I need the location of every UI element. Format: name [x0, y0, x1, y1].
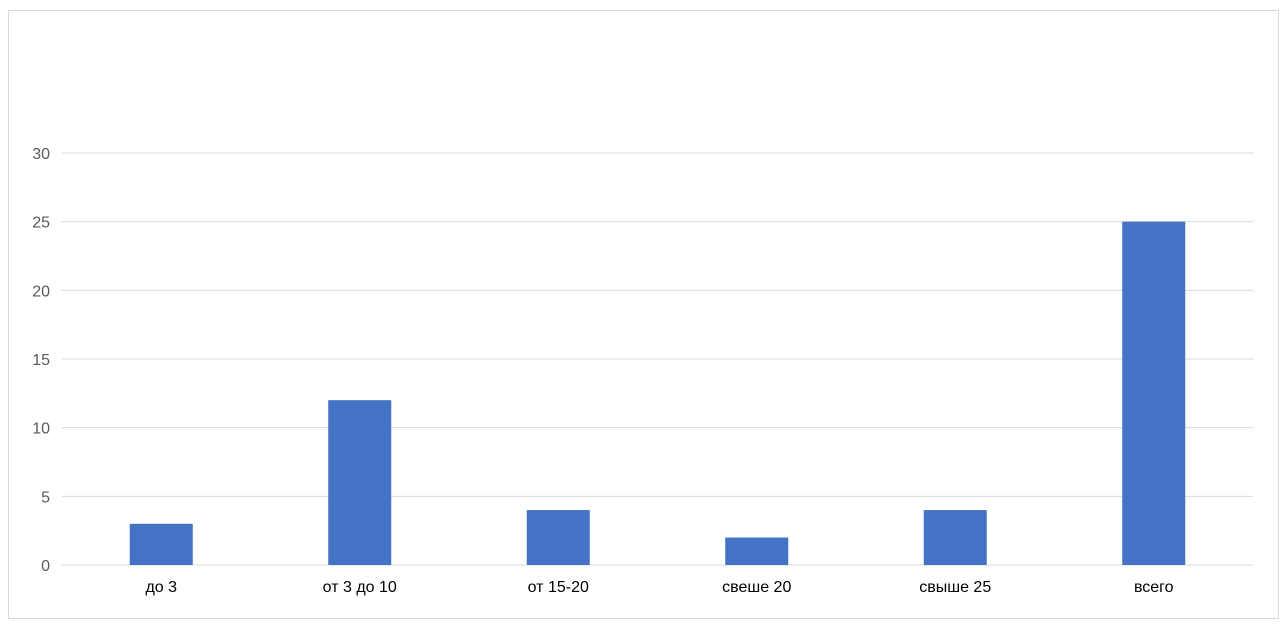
x-tick-label: свыше 25 [919, 579, 991, 596]
chart-frame [8, 10, 1279, 619]
y-tick-label: 20 [32, 283, 50, 300]
y-axis-ticks: 0 5 10 15 20 25 30 [32, 146, 50, 575]
bar [526, 510, 590, 565]
x-axis-ticks: до 3 от 3 до 10 от 15-20 свеше 20 свыше 25 вс… [145, 579, 1173, 596]
x-tick-label: до 3 [145, 579, 177, 596]
bar [725, 537, 789, 565]
bar [923, 510, 987, 565]
y-tick-label: 25 [32, 215, 50, 232]
bars [129, 221, 1186, 565]
x-tick-label: всего [1134, 579, 1174, 596]
bar [1122, 221, 1186, 565]
y-tick-label: 15 [32, 352, 50, 369]
bar [129, 523, 193, 565]
x-tick-label: от 3 до 10 [323, 579, 397, 596]
y-tick-label: 5 [41, 489, 50, 506]
bar [328, 400, 392, 565]
y-tick-label: 30 [32, 146, 50, 163]
gridlines [62, 152, 1253, 566]
x-tick-label: свеше 20 [722, 579, 791, 596]
y-tick-label: 0 [41, 558, 50, 575]
y-tick-label: 10 [32, 421, 50, 438]
x-tick-label: от 15-20 [528, 579, 589, 596]
